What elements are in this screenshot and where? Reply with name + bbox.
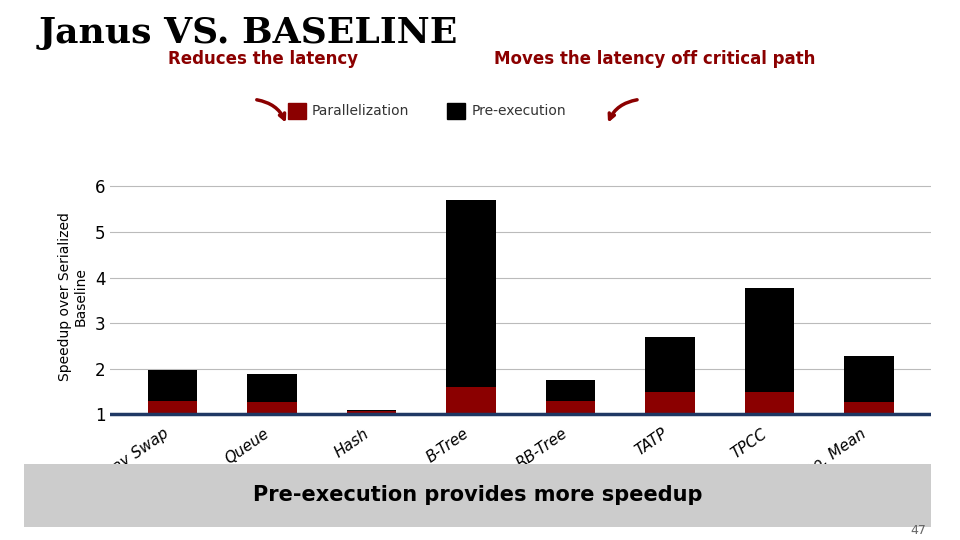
Bar bbox=[645, 337, 695, 393]
Text: Reduces the latency: Reduces the latency bbox=[168, 50, 358, 68]
Bar bbox=[745, 392, 795, 414]
Y-axis label: Speedup over Serialized
Baseline: Speedup over Serialized Baseline bbox=[58, 213, 88, 381]
Text: Moves the latency off critical path: Moves the latency off critical path bbox=[494, 50, 816, 68]
Bar bbox=[844, 356, 894, 402]
Bar bbox=[545, 380, 595, 401]
Bar bbox=[446, 200, 496, 387]
Text: Pre-execution: Pre-execution bbox=[471, 104, 566, 118]
Text: 47: 47 bbox=[910, 524, 926, 537]
FancyBboxPatch shape bbox=[6, 463, 949, 528]
Bar bbox=[148, 370, 198, 401]
Text: Pre-execution provides more speedup: Pre-execution provides more speedup bbox=[252, 485, 703, 505]
Text: Parallelization: Parallelization bbox=[311, 104, 409, 118]
Bar bbox=[288, 103, 305, 119]
Bar bbox=[545, 401, 595, 414]
Bar bbox=[745, 288, 795, 392]
Bar bbox=[248, 402, 297, 414]
Bar bbox=[446, 387, 496, 414]
Bar bbox=[844, 402, 894, 414]
Bar bbox=[645, 393, 695, 414]
Bar bbox=[347, 411, 396, 414]
Bar bbox=[347, 410, 396, 411]
Bar bbox=[148, 401, 198, 414]
Text: Janus VS. BASELINE: Janus VS. BASELINE bbox=[38, 16, 458, 50]
Bar bbox=[447, 103, 465, 119]
Bar bbox=[248, 374, 297, 402]
